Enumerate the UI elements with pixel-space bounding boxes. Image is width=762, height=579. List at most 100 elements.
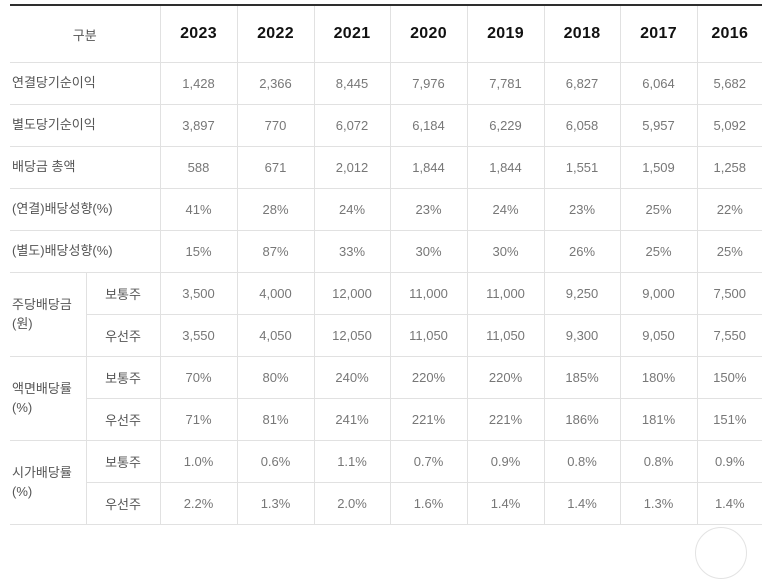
sub-row-label: 우선주 (85, 314, 161, 357)
cell-value: 3,550 (159, 314, 238, 357)
cell-value: 80% (236, 356, 315, 399)
table-row: 주당배당금(원) 보통주 3,500 4,000 12,000 11,000 1… (10, 272, 762, 357)
cell-value: 1.3% (619, 482, 698, 525)
cell-value: 241% (313, 398, 391, 441)
cell-value: 4,050 (236, 314, 315, 357)
cell-value: 1.1% (313, 440, 391, 483)
cell-value: 671 (236, 146, 315, 189)
column-header-year: 2019 (466, 4, 545, 63)
cell-value: 0.8% (619, 440, 698, 483)
cell-value: 71% (159, 398, 238, 441)
cell-value: 6,229 (466, 104, 545, 147)
column-header-year: 2020 (389, 4, 468, 63)
row-label: 별도당기순이익 (10, 104, 161, 147)
column-header-category: 구분 (10, 4, 161, 63)
cell-value: 23% (389, 188, 468, 231)
cell-value: 11,050 (466, 314, 545, 357)
cell-value: 1,844 (389, 146, 468, 189)
cell-value: 240% (313, 356, 391, 399)
column-header-year: 2022 (236, 4, 315, 63)
table-row: 우선주 71% 81% 241% 221% 221% 186% 181% 151… (10, 398, 762, 441)
cell-value: 15% (159, 230, 238, 273)
cell-value: 220% (389, 356, 468, 399)
cell-value: 12,000 (313, 272, 391, 315)
cell-value: 186% (543, 398, 621, 441)
column-header-year: 2017 (619, 4, 698, 63)
cell-value: 6,058 (543, 104, 621, 147)
table-row: 액면배당률(%) 보통주 70% 80% 240% 220% 220% 185%… (10, 356, 762, 441)
cell-value: 2.0% (313, 482, 391, 525)
cell-value: 70% (159, 356, 238, 399)
cell-value: 0.9% (696, 440, 762, 483)
cell-value: 25% (696, 230, 762, 273)
scroll-top-button[interactable] (695, 527, 747, 579)
cell-value: 30% (389, 230, 468, 273)
cell-value: 9,050 (619, 314, 698, 357)
cell-value: 11,000 (389, 272, 468, 315)
group-row-label: 액면배당률(%) (10, 356, 87, 441)
cell-value: 221% (389, 398, 468, 441)
group-row-label: 시가배당률(%) (10, 440, 87, 525)
cell-value: 8,445 (313, 62, 391, 105)
cell-value: 0.9% (466, 440, 545, 483)
cell-value: 6,827 (543, 62, 621, 105)
table-row: 시가배당률(%) 보통주 1.0% 0.6% 1.1% 0.7% 0.9% 0.… (10, 440, 762, 525)
cell-value: 1.4% (696, 482, 762, 525)
header-row: 구분 2023 2022 2021 2020 2019 2018 2017 20… (10, 4, 762, 63)
cell-value: 0.8% (543, 440, 621, 483)
sub-row-label: 우선주 (85, 398, 161, 441)
table-row: 배당금 총액 588 671 2,012 1,844 1,844 1,551 1… (10, 146, 762, 189)
cell-value: 221% (466, 398, 545, 441)
cell-value: 2,012 (313, 146, 391, 189)
table-row: 연결당기순이익 1,428 2,366 8,445 7,976 7,781 6,… (10, 62, 762, 105)
cell-value: 0.7% (389, 440, 468, 483)
column-header-year: 2021 (313, 4, 391, 63)
cell-value: 185% (543, 356, 621, 399)
cell-value: 4,000 (236, 272, 315, 315)
cell-value: 1,428 (159, 62, 238, 105)
cell-value: 1,551 (543, 146, 621, 189)
cell-value: 33% (313, 230, 391, 273)
group-row-label: 주당배당금(원) (10, 272, 87, 357)
cell-value: 25% (619, 230, 698, 273)
cell-value: 1.6% (389, 482, 468, 525)
sub-row-label: 우선주 (85, 482, 161, 525)
cell-value: 7,976 (389, 62, 468, 105)
cell-value: 0.6% (236, 440, 315, 483)
table-row: 우선주 3,550 4,050 12,050 11,050 11,050 9,3… (10, 314, 762, 357)
cell-value: 81% (236, 398, 315, 441)
cell-value: 24% (313, 188, 391, 231)
cell-value: 220% (466, 356, 545, 399)
cell-value: 6,072 (313, 104, 391, 147)
cell-value: 23% (543, 188, 621, 231)
cell-value: 12,050 (313, 314, 391, 357)
cell-value: 41% (159, 188, 238, 231)
cell-value: 3,897 (159, 104, 238, 147)
cell-value: 87% (236, 230, 315, 273)
table-row: (별도)배당성향(%) 15% 87% 33% 30% 30% 26% 25% … (10, 230, 762, 273)
row-label: (별도)배당성향(%) (10, 230, 161, 273)
dividend-table-container: 구분 2023 2022 2021 2020 2019 2018 2017 20… (10, 4, 762, 525)
cell-value: 180% (619, 356, 698, 399)
cell-value: 22% (696, 188, 762, 231)
table-row: 우선주 2.2% 1.3% 2.0% 1.6% 1.4% 1.4% 1.3% 1… (10, 482, 762, 525)
column-header-year: 2016 (696, 4, 762, 63)
cell-value: 28% (236, 188, 315, 231)
cell-value: 770 (236, 104, 315, 147)
sub-row-label: 보통주 (85, 440, 161, 483)
cell-value: 151% (696, 398, 762, 441)
cell-value: 5,682 (696, 62, 762, 105)
cell-value: 150% (696, 356, 762, 399)
column-header-year: 2023 (159, 4, 238, 63)
cell-value: 7,550 (696, 314, 762, 357)
cell-value: 5,092 (696, 104, 762, 147)
cell-value: 181% (619, 398, 698, 441)
cell-value: 2,366 (236, 62, 315, 105)
row-label: 연결당기순이익 (10, 62, 161, 105)
sub-row-label: 보통주 (85, 356, 161, 399)
cell-value: 1.3% (236, 482, 315, 525)
cell-value: 1.0% (159, 440, 238, 483)
cell-value: 1.4% (466, 482, 545, 525)
cell-value: 11,000 (466, 272, 545, 315)
table-row: (연결)배당성향(%) 41% 28% 24% 23% 24% 23% 25% … (10, 188, 762, 231)
